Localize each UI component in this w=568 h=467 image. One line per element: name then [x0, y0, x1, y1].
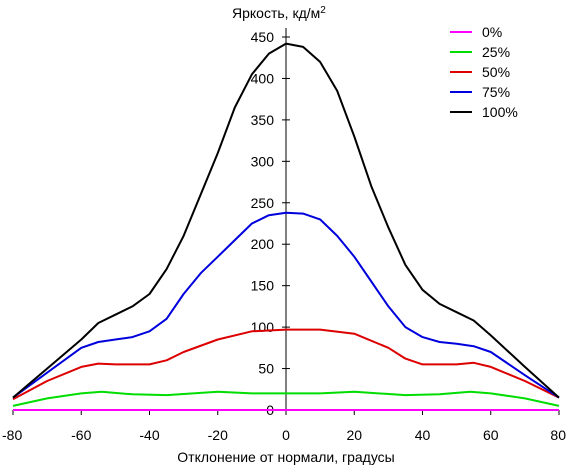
legend-label: 0%: [482, 24, 502, 40]
y-tick-label: 250: [251, 195, 275, 211]
y-tick-label: 300: [251, 153, 275, 169]
x-tick-label: 20: [346, 427, 362, 443]
axes: -80 -60 -40 -20 0 20 40 60 800501001502002503003…: [2, 28, 566, 443]
x-axis-title: Отклонение от нормали, градусы: [177, 449, 394, 465]
x-tick-label: 40: [415, 427, 431, 443]
x-tick-label: 80: [550, 427, 566, 443]
x-tick-label: -20: [208, 427, 228, 443]
y-tick-label: 350: [251, 112, 275, 128]
legend-label: 25%: [482, 44, 510, 60]
x-tick-label: 60: [483, 427, 499, 443]
y-axis-title: Яркость, кд/м2: [232, 5, 326, 22]
y-tick-label: 100: [251, 319, 275, 335]
legend-label: 100%: [482, 104, 518, 120]
series-line-25pct: [12, 390, 560, 407]
y-tick-label: 400: [251, 70, 275, 86]
series-layer: [12, 42, 560, 411]
y-tick-label: 200: [251, 236, 275, 252]
legend: 0% 25% 50% 75% 100%: [450, 24, 518, 120]
series-line-75pct: [12, 211, 560, 399]
legend-label: 50%: [482, 64, 510, 80]
series-line-100pct: [12, 42, 560, 399]
y-tick-label: 150: [251, 278, 275, 294]
y-tick-label: 50: [258, 361, 274, 377]
x-tick-label: -80: [2, 427, 22, 443]
legend-label: 75%: [482, 84, 510, 100]
x-tick-label: -60: [71, 427, 91, 443]
y-tick-label: 450: [251, 29, 275, 45]
series-line-50pct: [12, 328, 560, 401]
x-tick-label: 0: [282, 427, 290, 443]
x-tick-label: -40: [139, 427, 159, 443]
